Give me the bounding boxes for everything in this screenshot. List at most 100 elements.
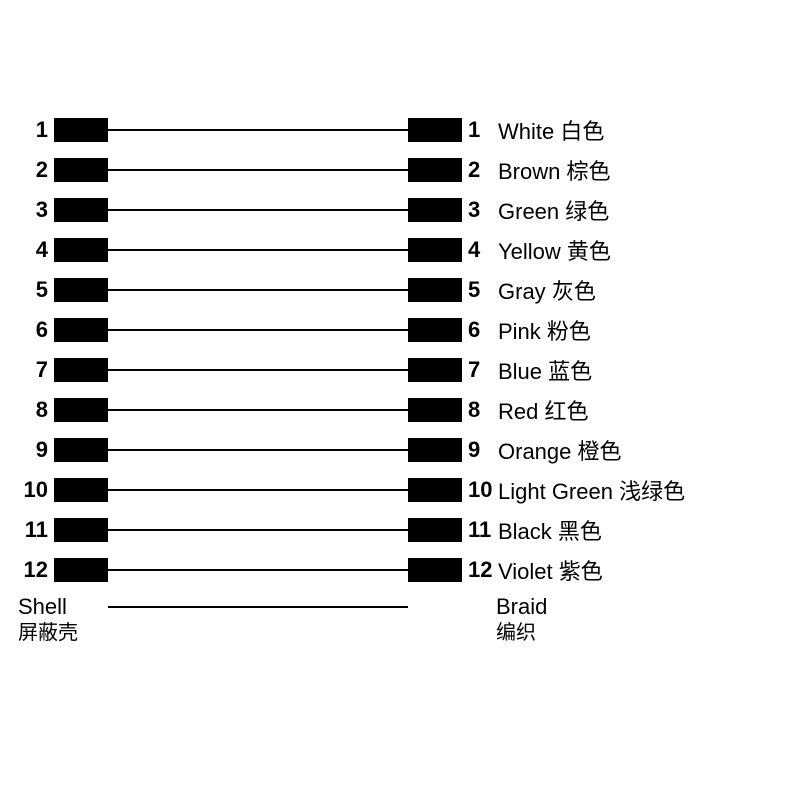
braid-label: Braid 编织 [408,594,547,646]
pin-block-left [54,278,108,302]
pin-number-left: 3 [0,197,54,223]
pin-color-cn: 浅绿色 [619,479,685,504]
pin-color-label: Brown 棕色 [496,154,611,186]
pin-number-left: 1 [0,117,54,143]
pinout-diagram: 11White 白色22Brown 棕色33Green 绿色44Yellow 黄… [0,110,800,654]
pin-number-right: 6 [462,317,496,343]
pin-block-left [54,318,108,342]
pin-color-label: Blue 蓝色 [496,354,592,386]
pin-color-label: Black 黑色 [496,514,602,546]
pin-color-cn: 橙色 [578,439,622,464]
pin-color-cn: 白色 [560,119,604,144]
pin-row: 77Blue 蓝色 [0,350,800,390]
pin-block-left [54,118,108,142]
pin-block-left [54,198,108,222]
pin-number-left: 9 [0,437,54,463]
pin-number-right: 10 [462,477,496,503]
pin-block-left [54,358,108,382]
pin-color-cn: 粉色 [547,319,591,344]
pin-block-left [54,438,108,462]
pin-wire [108,449,408,451]
pin-row: 11White 白色 [0,110,800,150]
pin-wire [108,369,408,371]
pin-color-en: Blue [498,359,542,384]
pin-number-right: 9 [462,437,496,463]
pin-block-left [54,478,108,502]
pin-number-left: 7 [0,357,54,383]
pin-color-en: Red [498,399,538,424]
pin-color-label: Yellow 黄色 [496,234,611,266]
pin-color-cn: 棕色 [566,159,610,184]
pin-wire [108,409,408,411]
pin-color-cn: 红色 [544,399,588,424]
pin-block-right [408,278,462,302]
pin-block-right [408,198,462,222]
pin-number-right: 11 [462,517,496,543]
pin-number-left: 6 [0,317,54,343]
pin-block-left [54,158,108,182]
pin-number-right: 7 [462,357,496,383]
pin-row: 1010Light Green 浅绿色 [0,470,800,510]
pin-block-right [408,158,462,182]
pin-wire [108,209,408,211]
pin-color-label: Green 绿色 [496,194,609,226]
pin-color-en: Yellow [498,239,561,264]
pin-block-right [408,358,462,382]
pin-number-right: 5 [462,277,496,303]
pin-row: 88Red 红色 [0,390,800,430]
pin-row: 99Orange 橙色 [0,430,800,470]
pin-wire [108,129,408,131]
pin-wire [108,569,408,571]
pin-color-en: Brown [498,159,560,184]
pin-color-en: Pink [498,319,541,344]
pin-row: 66Pink 粉色 [0,310,800,350]
pin-row: 1212Violet 紫色 [0,550,800,590]
shell-label: Shell 屏蔽壳 [0,594,108,646]
pin-block-right [408,558,462,582]
pin-row: 22Brown 棕色 [0,150,800,190]
pin-color-en: Green [498,199,559,224]
pin-row: 55Gray 灰色 [0,270,800,310]
pin-row: 33Green 绿色 [0,190,800,230]
pin-color-label: Light Green 浅绿色 [496,474,685,506]
pin-color-label: Pink 粉色 [496,314,591,346]
pin-color-label: Orange 橙色 [496,434,622,466]
pin-number-left: 5 [0,277,54,303]
shield-row: Shell 屏蔽壳 Braid 编织 [0,594,800,654]
shell-label-cn: 屏蔽壳 [18,620,108,646]
pin-block-left [54,558,108,582]
pin-row: 1111Black 黑色 [0,510,800,550]
pin-color-cn: 蓝色 [548,359,592,384]
pin-color-en: Orange [498,439,571,464]
pin-number-right: 4 [462,237,496,263]
pin-number-left: 2 [0,157,54,183]
pin-color-en: Black [498,519,552,544]
shell-label-en: Shell [18,594,108,620]
pin-color-cn: 紫色 [559,559,603,584]
pin-wire [108,529,408,531]
pin-block-right [408,438,462,462]
pin-block-right [408,238,462,262]
pin-color-cn: 绿色 [565,199,609,224]
pin-color-label: Violet 紫色 [496,554,603,586]
pin-wire [108,289,408,291]
pin-block-right [408,478,462,502]
pin-number-right: 3 [462,197,496,223]
pin-number-left: 4 [0,237,54,263]
pin-number-right: 2 [462,157,496,183]
pin-block-right [408,118,462,142]
pin-block-left [54,518,108,542]
pin-wire [108,169,408,171]
pin-color-label: White 白色 [496,114,604,146]
pin-block-right [408,518,462,542]
shell-wire [108,606,408,608]
pin-wire [108,489,408,491]
pin-wire [108,329,408,331]
pin-number-right: 12 [462,557,496,583]
pin-number-left: 8 [0,397,54,423]
pin-color-cn: 黄色 [567,239,611,264]
pin-number-left: 12 [0,557,54,583]
pin-wire [108,249,408,251]
pin-color-label: Red 红色 [496,394,589,426]
braid-label-cn: 编织 [496,620,547,646]
